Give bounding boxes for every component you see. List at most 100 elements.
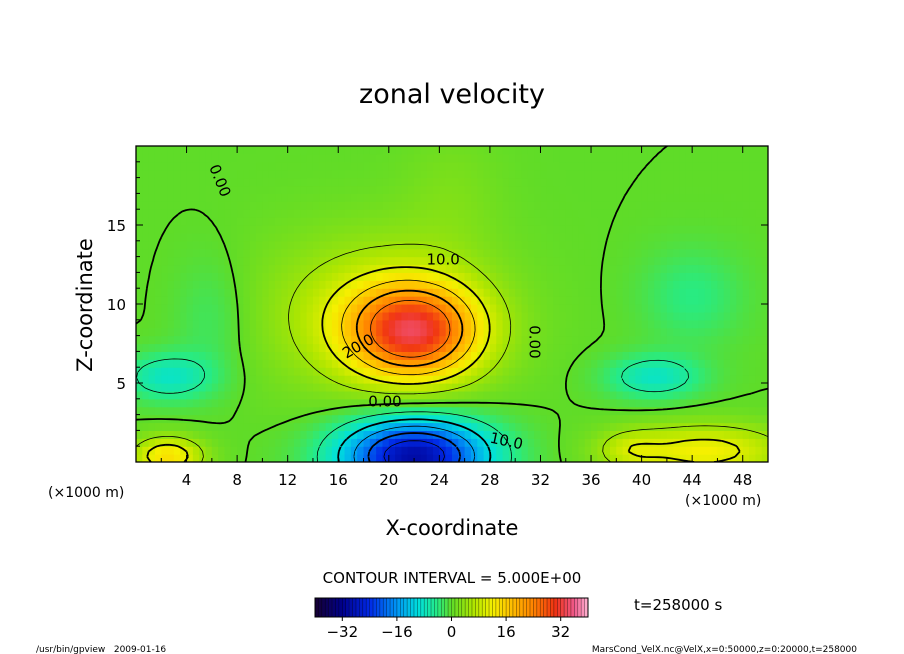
field-cell: [553, 264, 561, 273]
field-cell: [565, 335, 573, 345]
field-cell: [344, 367, 352, 376]
field-cell: [357, 193, 365, 202]
colorbar-segment: [495, 598, 500, 617]
field-cell: [331, 296, 339, 305]
field-cell: [199, 153, 207, 163]
field-cell: [622, 454, 630, 462]
field-cell: [755, 264, 763, 273]
field-cell: [369, 248, 377, 258]
field-cell: [420, 327, 428, 337]
field-cell: [679, 296, 687, 305]
field-cell: [420, 375, 428, 384]
field-cell: [679, 177, 687, 187]
field-cell: [205, 343, 213, 352]
field-cell: [483, 248, 491, 258]
field-cell: [660, 201, 668, 210]
field-cell: [717, 256, 725, 266]
field-cell: [635, 248, 643, 258]
field-cell: [262, 438, 270, 447]
field-cell: [508, 153, 516, 163]
field-cell: [610, 414, 617, 424]
field-cell: [331, 398, 339, 408]
field-cell: [218, 161, 226, 171]
field-cell: [180, 430, 188, 439]
field-cell: [275, 406, 282, 416]
field-cell: [508, 209, 516, 218]
field-cell: [376, 335, 384, 345]
field-cell: [268, 351, 276, 360]
field-cell: [534, 240, 542, 250]
field-cell: [350, 288, 358, 297]
field-cell: [218, 169, 226, 179]
field-cell: [616, 209, 624, 218]
field-cell: [534, 193, 542, 202]
field-cell: [654, 272, 662, 281]
field-cell: [616, 359, 624, 368]
field-cell: [186, 319, 194, 329]
field-cell: [357, 248, 365, 258]
field-cell: [224, 272, 232, 281]
field-cell: [723, 351, 731, 360]
field-cell: [414, 406, 421, 416]
field-cell: [527, 430, 535, 439]
field-cell: [211, 185, 219, 194]
field-cell: [711, 232, 719, 242]
field-cell: [496, 454, 504, 462]
field-cell: [142, 454, 150, 462]
field-cell: [679, 438, 687, 447]
field-cell: [357, 398, 365, 408]
field-cell: [534, 288, 542, 297]
field-cell: [742, 359, 750, 368]
field-cell: [591, 248, 598, 258]
field-cell: [262, 367, 270, 376]
colorbar-segment: [475, 598, 480, 617]
field-cell: [325, 280, 333, 289]
field-cell: [603, 256, 611, 266]
field-cell: [439, 256, 447, 266]
field-cell: [167, 454, 175, 462]
field-cell: [496, 264, 504, 273]
field-cell: [572, 264, 579, 273]
field-cell: [287, 438, 295, 447]
field-cell: [578, 454, 586, 462]
field-cell: [180, 169, 188, 179]
field-cell: [426, 311, 434, 321]
field-cell: [388, 446, 396, 455]
field-cell: [660, 209, 668, 218]
field-cell: [395, 201, 403, 210]
field-cell: [464, 225, 472, 234]
field-cell: [717, 304, 725, 313]
field-cell: [761, 367, 768, 376]
field-cell: [376, 446, 384, 455]
field-cell: [496, 327, 504, 337]
field-cell: [673, 367, 681, 376]
field-cell: [357, 256, 365, 266]
field-cell: [755, 161, 763, 171]
field-cell: [749, 319, 756, 329]
field-cell: [622, 414, 630, 424]
field-cell: [300, 454, 308, 462]
field-cell: [230, 414, 238, 424]
field-cell: [711, 177, 719, 187]
field-cell: [256, 343, 263, 352]
field-cell: [502, 375, 510, 384]
field-cell: [692, 430, 700, 439]
field-cell: [344, 351, 352, 360]
field-cell: [698, 185, 706, 194]
field-cell: [711, 438, 719, 447]
field-cell: [243, 343, 251, 352]
field-cell: [578, 169, 586, 179]
field-cell: [294, 367, 301, 376]
field-cell: [388, 232, 396, 242]
field-cell: [755, 153, 763, 163]
field-cell: [660, 422, 668, 431]
field-cell: [180, 240, 188, 250]
field-cell: [376, 343, 384, 352]
field-cell: [572, 311, 579, 321]
field-cell: [730, 248, 737, 258]
field-cell: [452, 359, 459, 368]
field-cell: [426, 288, 434, 297]
field-cell: [205, 311, 213, 321]
field-cell: [439, 390, 447, 400]
field-cell: [534, 359, 542, 368]
